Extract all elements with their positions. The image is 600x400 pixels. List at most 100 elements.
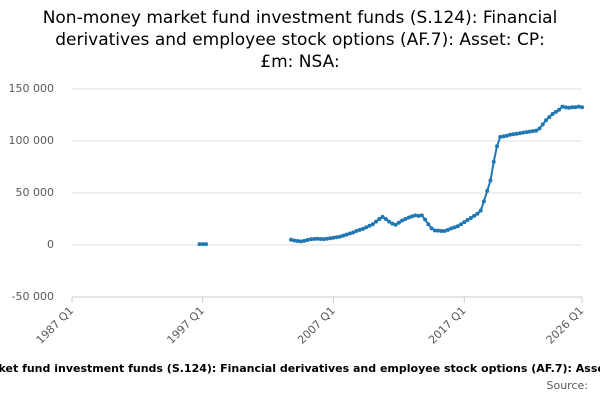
point <box>481 199 486 204</box>
point <box>423 217 428 222</box>
point <box>488 178 493 183</box>
point <box>517 131 522 136</box>
y-tick-label: 0 <box>47 238 54 251</box>
point <box>197 242 202 247</box>
point <box>449 226 454 231</box>
point <box>289 237 294 242</box>
point <box>465 218 470 223</box>
point <box>357 227 362 232</box>
point <box>426 222 431 227</box>
point <box>462 220 467 225</box>
point <box>413 213 418 218</box>
point <box>560 104 565 109</box>
point <box>344 232 349 237</box>
point <box>540 122 545 127</box>
point <box>580 105 584 110</box>
point <box>360 226 365 231</box>
point <box>419 213 424 218</box>
point <box>321 237 326 242</box>
point <box>478 208 483 213</box>
x-tick-label: 2007 Q1 <box>295 304 338 347</box>
point <box>383 217 388 221</box>
y-tick-label: 100 000 <box>9 134 55 147</box>
point <box>364 225 369 230</box>
point <box>341 233 346 238</box>
point <box>534 128 539 133</box>
point <box>325 236 329 241</box>
source: Source: <box>547 379 589 392</box>
x-tick-label: 2017 Q1 <box>426 304 469 347</box>
point <box>439 228 444 233</box>
point <box>501 134 506 139</box>
point <box>416 213 421 218</box>
point <box>550 111 555 116</box>
point <box>553 109 558 114</box>
point <box>530 129 535 134</box>
point <box>311 236 316 241</box>
point <box>204 242 209 247</box>
point <box>298 239 303 244</box>
point <box>491 159 496 164</box>
point <box>380 214 385 219</box>
point <box>331 235 336 240</box>
y-tick-label: 50 000 <box>16 186 55 199</box>
point <box>452 225 457 230</box>
point <box>511 132 516 137</box>
x-tick-label: 1997 Q1 <box>164 304 207 347</box>
point <box>432 228 437 233</box>
point <box>527 129 532 134</box>
x-tick-label: 1987 Q1 <box>34 304 77 347</box>
point <box>315 236 320 241</box>
point <box>524 130 529 135</box>
point <box>436 228 441 233</box>
point <box>370 222 375 227</box>
y-tick-label: 150 000 <box>9 82 55 95</box>
point <box>537 126 542 131</box>
point <box>472 213 477 218</box>
point <box>406 215 411 220</box>
point <box>445 227 450 232</box>
point <box>396 220 401 225</box>
point <box>557 107 562 112</box>
y-tick-label: -50 000 <box>12 290 54 303</box>
point <box>455 224 460 229</box>
point <box>566 105 571 110</box>
point <box>328 236 333 241</box>
point <box>514 131 519 136</box>
point <box>393 222 398 227</box>
point <box>547 115 552 120</box>
x-tick-label: 2026 Q1 <box>544 304 587 347</box>
point <box>544 118 549 123</box>
point <box>442 228 447 233</box>
point <box>495 144 499 149</box>
point <box>508 132 513 137</box>
point <box>338 234 343 239</box>
point <box>498 134 503 139</box>
point <box>400 218 405 223</box>
point <box>573 105 578 110</box>
point <box>292 238 297 243</box>
point <box>347 231 352 236</box>
point <box>295 239 300 244</box>
point <box>576 104 581 109</box>
point <box>334 235 339 240</box>
point <box>200 242 205 247</box>
point <box>521 130 526 135</box>
point <box>403 217 408 221</box>
point <box>351 230 356 235</box>
point <box>305 238 310 243</box>
caption: Non-money market fund investment funds (… <box>0 362 600 375</box>
point <box>485 188 490 193</box>
chart-title: derivatives and employee stock options (… <box>55 30 545 50</box>
point <box>354 228 359 233</box>
point <box>374 219 379 224</box>
point <box>302 238 307 243</box>
point <box>468 215 473 220</box>
chart-title: £m: NSA: <box>260 52 339 72</box>
point <box>387 219 392 224</box>
point <box>318 236 323 241</box>
point <box>429 226 434 231</box>
chart-title: Non-money market fund investment funds (… <box>43 8 558 28</box>
point <box>504 133 509 138</box>
